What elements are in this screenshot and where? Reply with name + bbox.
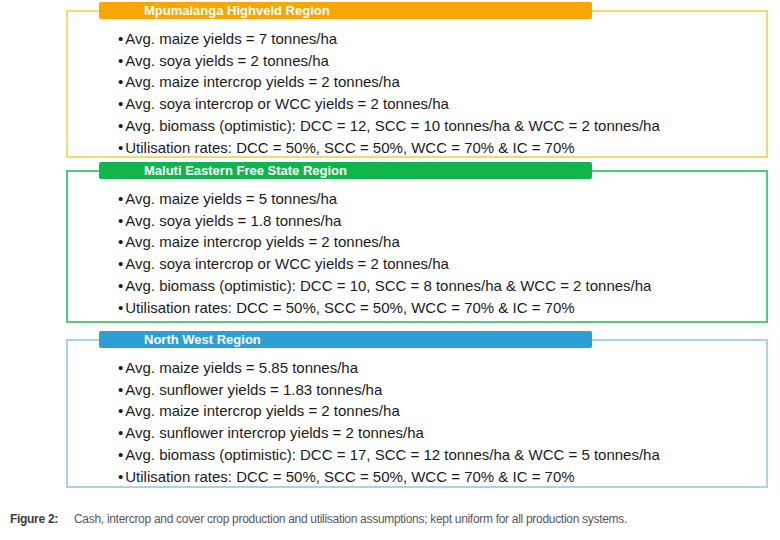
figure-caption: Figure 2: Cash, intercrop and cover crop… [10,512,627,526]
region-title: Mpumalanga Highveld Region [144,3,330,18]
bullet-icon: • [118,359,123,376]
list-item: •Avg. maize intercrop yields = 2 tonnes/… [118,231,766,253]
list-item: •Avg. maize yields = 5 tonnes/ha [118,188,766,210]
assumption-text: Utilisation rates: DCC = 50%, SCC = 50%,… [125,139,574,156]
bullet-icon: • [118,424,123,441]
bullet-icon: • [118,299,123,316]
assumption-text: Avg. maize yields = 7 tonnes/ha [125,30,337,47]
region-header-bar: North West Region [99,331,592,348]
assumption-text: Avg. biomass (optimistic): DCC = 12, SCC… [125,117,660,134]
bullet-icon: • [118,95,123,112]
figure-caption-label: Figure 2: [10,512,74,526]
list-item: •Avg. maize yields = 5.85 tonnes/ha [118,357,766,379]
list-item: •Avg. maize intercrop yields = 2 tonnes/… [118,71,766,93]
list-item: •Utilisation rates: DCC = 50%, SCC = 50%… [118,137,766,159]
assumption-text: Avg. soya intercrop or WCC yields = 2 to… [125,255,449,272]
bullet-icon: • [118,30,123,47]
list-item: •Avg. sunflower yields = 1.83 tonnes/ha [118,379,766,401]
bullet-icon: • [118,468,123,485]
bullet-icon: • [118,117,123,134]
list-item: •Avg. soya yields = 1.8 tonnes/ha [118,210,766,232]
assumption-text: Avg. sunflower intercrop yields = 2 tonn… [125,424,424,441]
assumption-text: Avg. soya yields = 2 tonnes/ha [125,52,329,69]
assumption-list: •Avg. maize yields = 5 tonnes/ha •Avg. s… [68,172,766,318]
region-title: North West Region [144,332,261,347]
list-item: •Avg. maize intercrop yields = 2 tonnes/… [118,400,766,422]
bullet-icon: • [118,255,123,272]
list-item: •Avg. maize yields = 7 tonnes/ha [118,28,766,50]
list-item: •Avg. biomass (optimistic): DCC = 12, SC… [118,115,766,137]
figure-2-panel: Mpumalanga Highveld Region •Avg. maize y… [0,0,780,540]
region-header-bar: Maluti Eastern Free State Region [99,162,592,179]
list-item: •Avg. biomass (optimistic): DCC = 10, SC… [118,275,766,297]
bullet-icon: • [118,277,123,294]
region-box-mpumalanga-highveld: Mpumalanga Highveld Region •Avg. maize y… [66,10,768,158]
region-header-bar: Mpumalanga Highveld Region [99,2,592,19]
list-item: •Avg. biomass (optimistic): DCC = 17, SC… [118,444,766,466]
assumption-list: •Avg. maize yields = 5.85 tonnes/ha •Avg… [68,341,766,487]
assumption-text: Avg. soya intercrop or WCC yields = 2 to… [125,95,449,112]
assumption-list: •Avg. maize yields = 7 tonnes/ha •Avg. s… [68,12,766,158]
list-item: •Avg. soya yields = 2 tonnes/ha [118,50,766,72]
figure-caption-text: Cash, intercrop and cover crop productio… [74,512,627,526]
assumption-text: Utilisation rates: DCC = 50%, SCC = 50%,… [125,299,574,316]
list-item: •Avg. soya intercrop or WCC yields = 2 t… [118,253,766,275]
bullet-icon: • [118,402,123,419]
assumption-text: Utilisation rates: DCC = 50%, SCC = 50%,… [125,468,574,485]
bullet-icon: • [118,233,123,250]
list-item: •Avg. sunflower intercrop yields = 2 ton… [118,422,766,444]
bullet-icon: • [118,212,123,229]
assumption-text: Avg. maize yields = 5.85 tonnes/ha [125,359,358,376]
assumption-text: Avg. maize intercrop yields = 2 tonnes/h… [125,73,399,90]
assumption-text: Avg. biomass (optimistic): DCC = 17, SCC… [125,446,660,463]
list-item: •Utilisation rates: DCC = 50%, SCC = 50%… [118,466,766,488]
bullet-icon: • [118,52,123,69]
assumption-text: Avg. sunflower yields = 1.83 tonnes/ha [125,381,382,398]
list-item: •Avg. soya intercrop or WCC yields = 2 t… [118,93,766,115]
assumption-text: Avg. maize intercrop yields = 2 tonnes/h… [125,233,399,250]
list-item: •Utilisation rates: DCC = 50%, SCC = 50%… [118,297,766,319]
assumption-text: Avg. maize yields = 5 tonnes/ha [125,190,337,207]
assumption-text: Avg. biomass (optimistic): DCC = 10, SCC… [125,277,651,294]
bullet-icon: • [118,73,123,90]
assumption-text: Avg. soya yields = 1.8 tonnes/ha [125,212,341,229]
bullet-icon: • [118,446,123,463]
bullet-icon: • [118,381,123,398]
region-box-north-west: North West Region •Avg. maize yields = 5… [66,339,768,488]
bullet-icon: • [118,190,123,207]
assumption-text: Avg. maize intercrop yields = 2 tonnes/h… [125,402,399,419]
region-title: Maluti Eastern Free State Region [144,163,347,178]
bullet-icon: • [118,139,123,156]
region-box-maluti-eastern-free-state: Maluti Eastern Free State Region •Avg. m… [66,170,768,323]
